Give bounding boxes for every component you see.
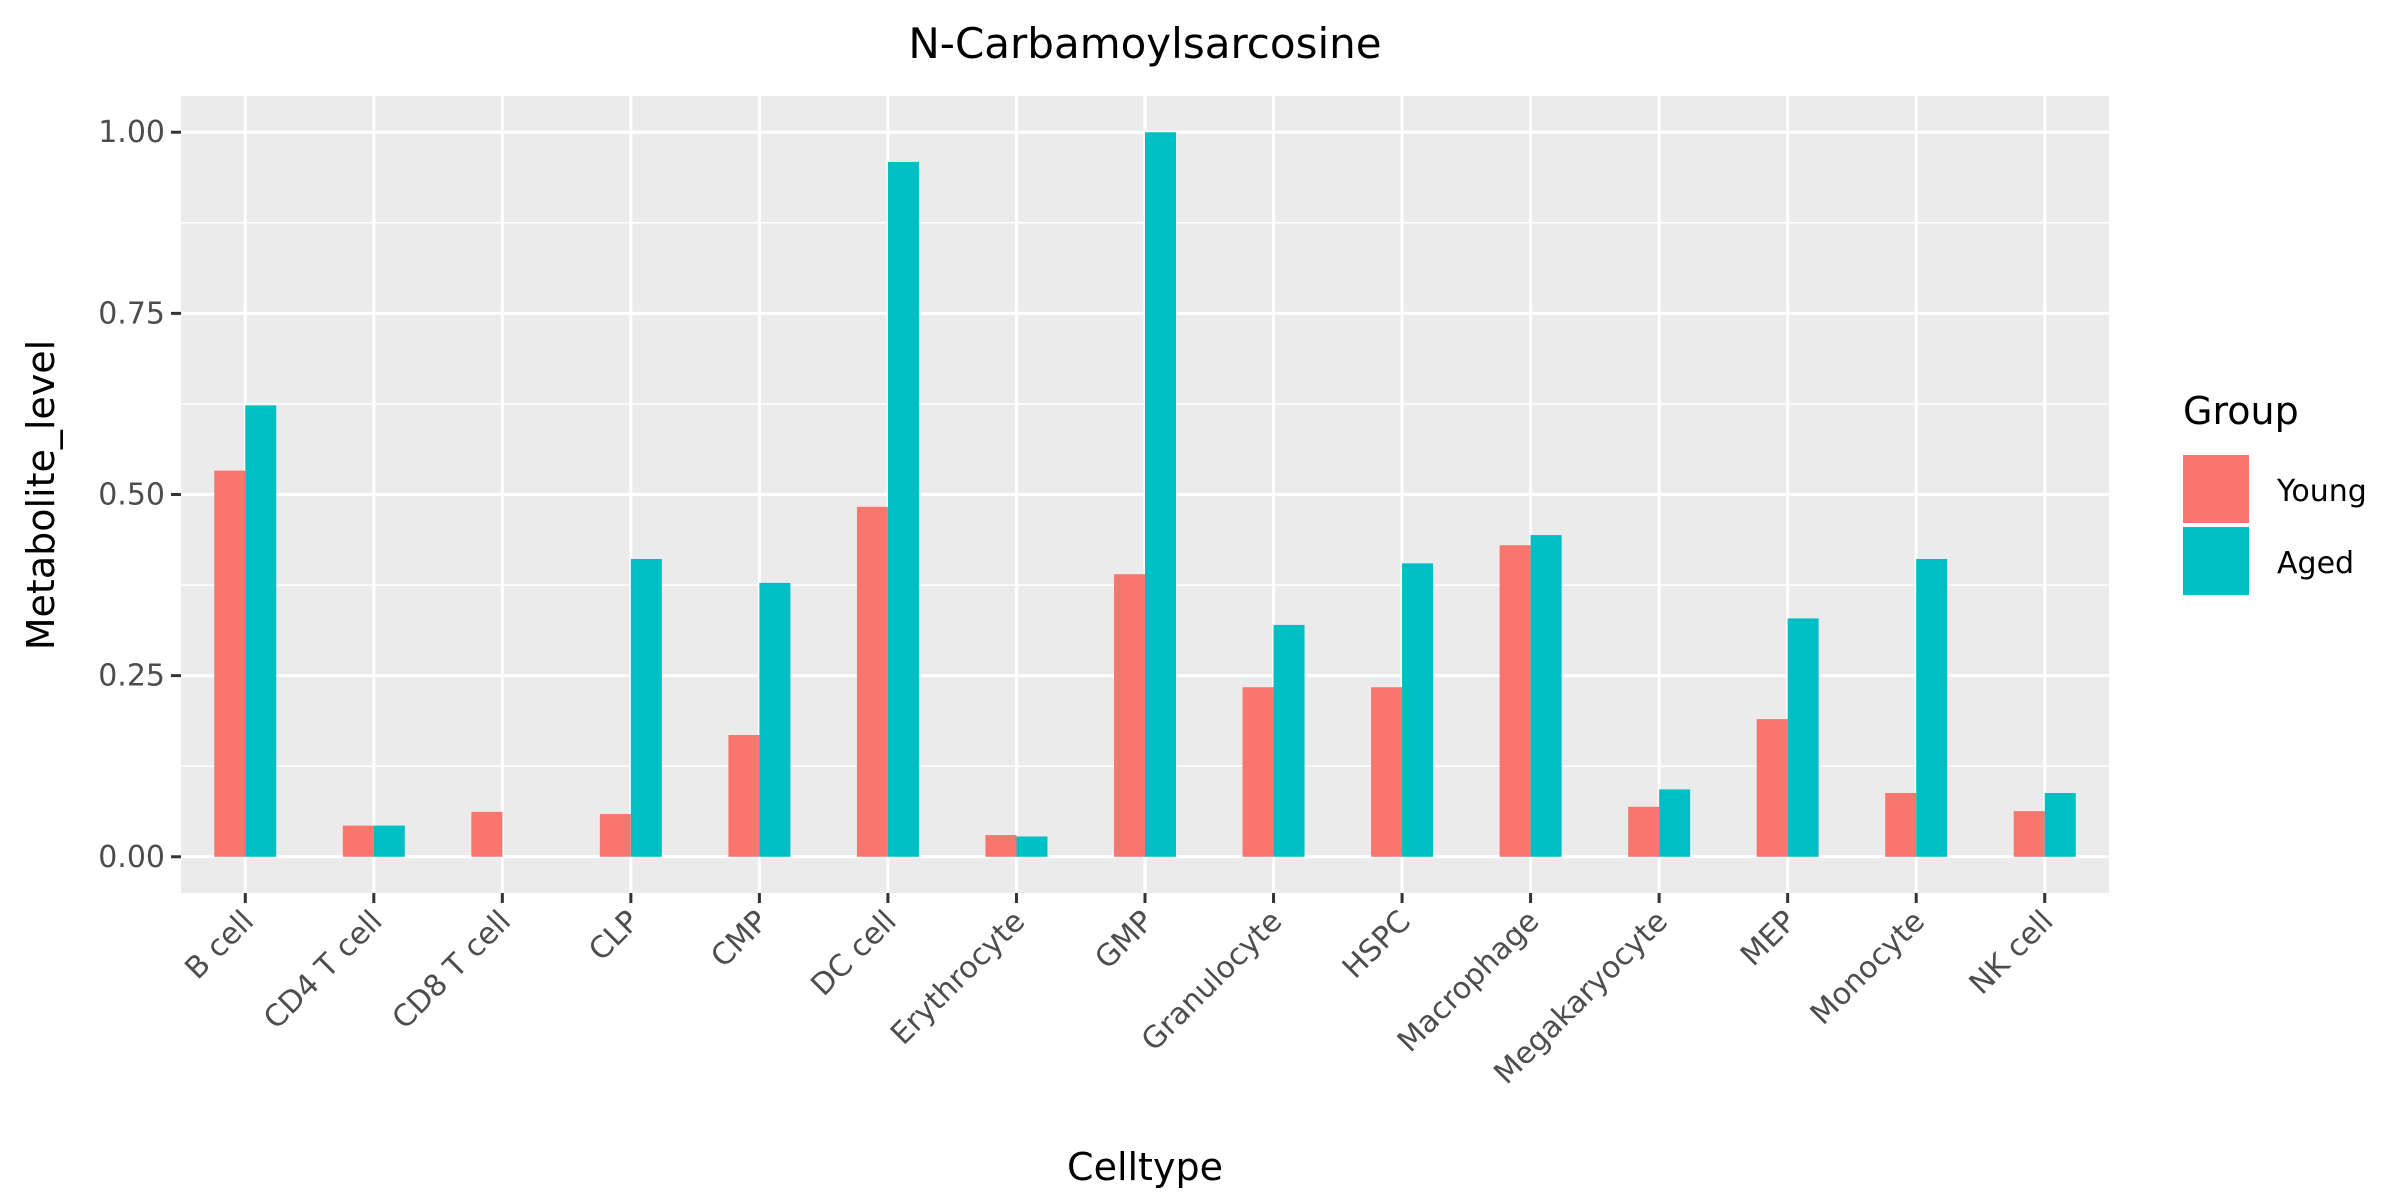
bar-aged bbox=[1145, 132, 1176, 857]
bar-young bbox=[471, 811, 503, 857]
x-tick-label: Monocyte bbox=[1804, 904, 1932, 1032]
y-tick-label: 0.25 bbox=[98, 659, 165, 694]
x-tick-label: B cell bbox=[178, 904, 261, 987]
legend-key-aged bbox=[2183, 527, 2249, 595]
legend-key-young bbox=[2183, 455, 2249, 523]
bar-aged bbox=[1402, 563, 1434, 857]
bar-young bbox=[1114, 574, 1145, 857]
x-tick-label: Erythrocyte bbox=[884, 904, 1032, 1052]
chart-title: N-Carbamoylsarcosine bbox=[908, 19, 1381, 68]
bar-young bbox=[856, 506, 888, 857]
legend-label: Young bbox=[2276, 474, 2367, 509]
bar-young bbox=[599, 814, 631, 857]
bar-young bbox=[1628, 806, 1660, 857]
x-tick-label: HSPC bbox=[1336, 904, 1418, 986]
x-tick-label: DC cell bbox=[804, 904, 903, 1003]
bar-aged bbox=[887, 161, 919, 857]
bar-aged bbox=[1530, 535, 1562, 857]
bar-aged bbox=[2044, 793, 2076, 857]
bar-aged bbox=[1273, 624, 1305, 857]
y-axis-title: Metabolite_level bbox=[19, 340, 63, 650]
bar-aged bbox=[1787, 618, 1819, 857]
legend-label: Aged bbox=[2277, 546, 2354, 581]
bar-aged bbox=[1016, 836, 1048, 857]
bar-young bbox=[342, 825, 374, 857]
y-axis: 0.00 0.25 0.50 0.75 1.00 bbox=[98, 115, 181, 875]
bar-young bbox=[1885, 793, 1917, 857]
x-tick-label: GMP bbox=[1088, 904, 1160, 976]
x-axis-title: Celltype bbox=[1067, 1145, 1223, 1189]
legend: Group Young Aged bbox=[2183, 389, 2367, 595]
x-tick-label: CMP bbox=[704, 904, 775, 975]
bar-young bbox=[1756, 719, 1788, 857]
y-tick-label: 0.00 bbox=[98, 840, 165, 875]
y-tick-label: 0.50 bbox=[98, 478, 165, 513]
bar-young bbox=[1371, 687, 1403, 857]
x-tick-label: CD8 T cell bbox=[386, 904, 518, 1036]
bar-young bbox=[2013, 811, 2045, 857]
bar-aged bbox=[1659, 789, 1691, 857]
bars bbox=[214, 132, 2076, 857]
bar-aged bbox=[630, 558, 662, 857]
bar-aged bbox=[245, 405, 277, 857]
bar-aged bbox=[759, 582, 791, 857]
x-tick-label: MEP bbox=[1734, 904, 1803, 973]
x-tick-label: NK cell bbox=[1963, 904, 2061, 1002]
x-tick-label: CD4 T cell bbox=[257, 904, 389, 1036]
bar-young bbox=[985, 835, 1017, 857]
y-tick-label: 1.00 bbox=[98, 115, 165, 150]
bar-young bbox=[1242, 687, 1274, 857]
y-tick-label: 0.75 bbox=[98, 296, 165, 331]
bar-aged bbox=[1916, 558, 1948, 857]
bar-young bbox=[1499, 545, 1531, 857]
legend-title: Group bbox=[2183, 389, 2299, 433]
bar-young bbox=[214, 470, 246, 857]
x-tick-label: CLP bbox=[582, 904, 646, 968]
bar-young bbox=[728, 735, 760, 857]
bar-aged bbox=[373, 825, 405, 857]
